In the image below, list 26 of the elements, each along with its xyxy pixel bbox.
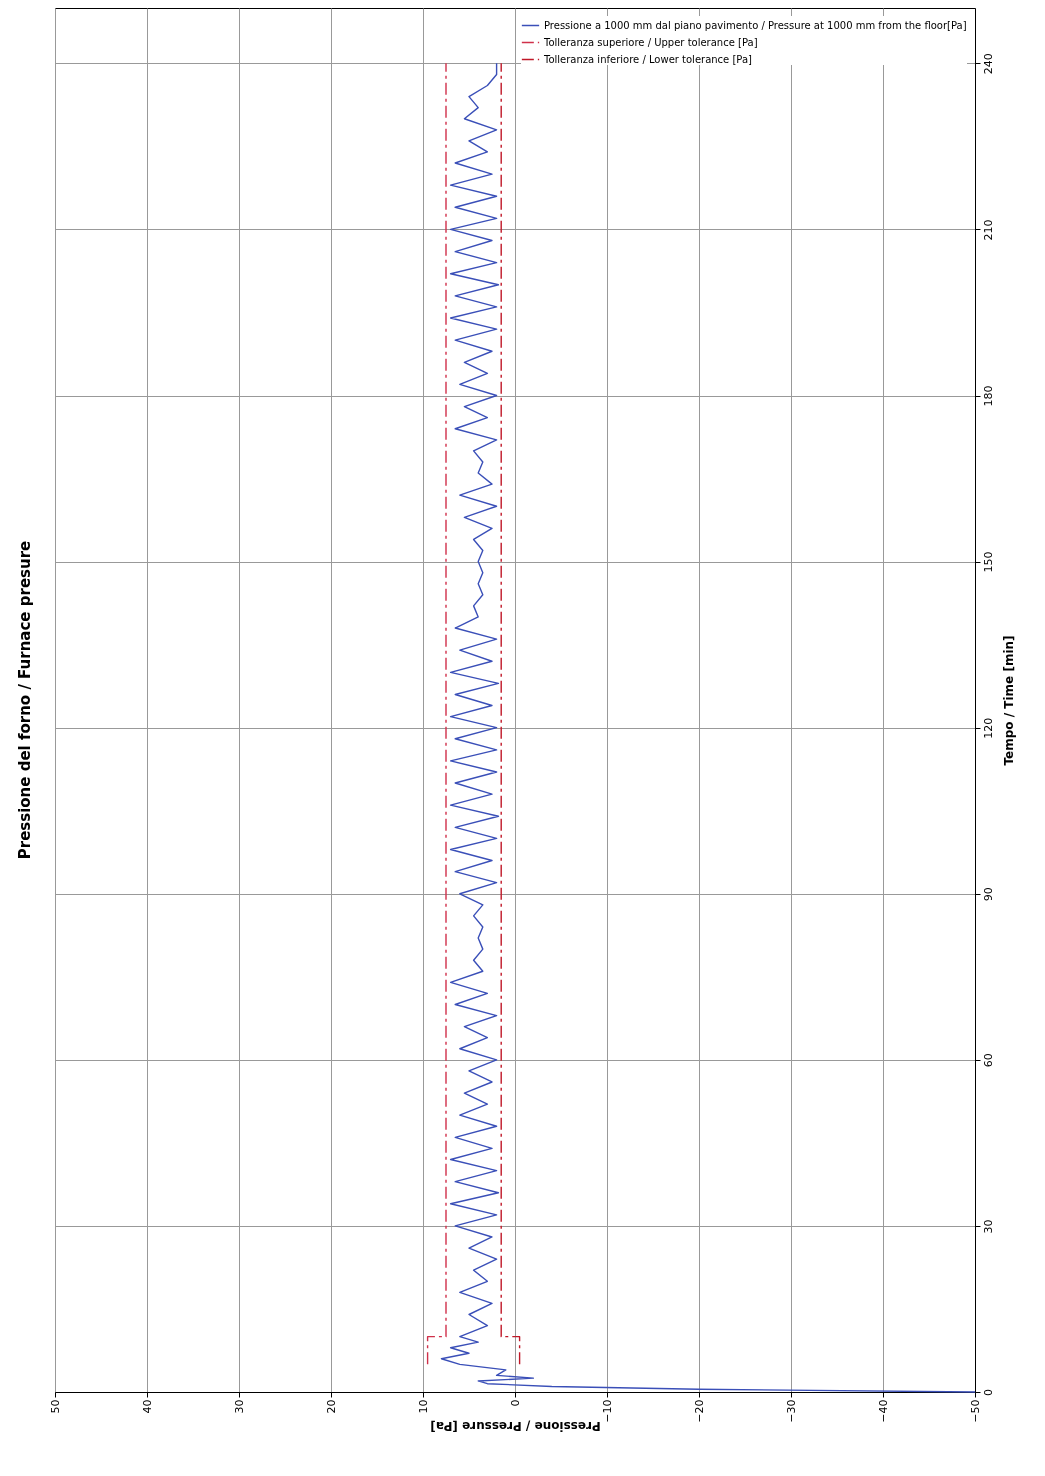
y-tick-label: 30 xyxy=(981,1219,995,1234)
x-tick-label: 10 xyxy=(416,1399,430,1414)
legend-label: Pressione a 1000 mm dal piano pavimento / Pressure at 1000 mm from the floor[Pa] xyxy=(544,19,967,31)
x-tick-label: 50 xyxy=(48,1399,62,1414)
x-tick-label: 0 xyxy=(508,1399,522,1407)
x-tick-label: 20 xyxy=(324,1399,338,1414)
x-tick-label: −10 xyxy=(600,1399,614,1423)
text: Pressione del forno / Furnace presure xyxy=(16,540,34,860)
y-tick-label: 150 xyxy=(981,551,995,573)
y-tick-label: 210 xyxy=(981,219,995,241)
y-tick-label: 0 xyxy=(981,1389,995,1396)
x-axis-title: Pressione / Pressure [Pa] xyxy=(430,1418,601,1433)
y-tick-label: 240 xyxy=(981,53,995,75)
x-tick-label: 40 xyxy=(140,1399,154,1414)
x-tick-label: −50 xyxy=(968,1399,982,1423)
x-tick-label: −40 xyxy=(876,1399,890,1423)
x-tick-label: 30 xyxy=(232,1399,246,1414)
x-tick-label: −30 xyxy=(784,1399,798,1423)
y-tick-label: 60 xyxy=(981,1053,995,1068)
legend-label: Tolleranza superiore / Upper tolerance [Pa] xyxy=(543,36,758,48)
legend-label: Tolleranza inferiore / Lower tolerance [Pa] xyxy=(543,53,753,65)
x-tick-label: −20 xyxy=(692,1399,706,1423)
y-tick-label: 180 xyxy=(981,385,995,407)
y-tick-label: 120 xyxy=(981,717,995,739)
y-axis-title: Tempo / Time [min] xyxy=(1001,635,1016,766)
y-tick-label: 90 xyxy=(981,887,995,902)
